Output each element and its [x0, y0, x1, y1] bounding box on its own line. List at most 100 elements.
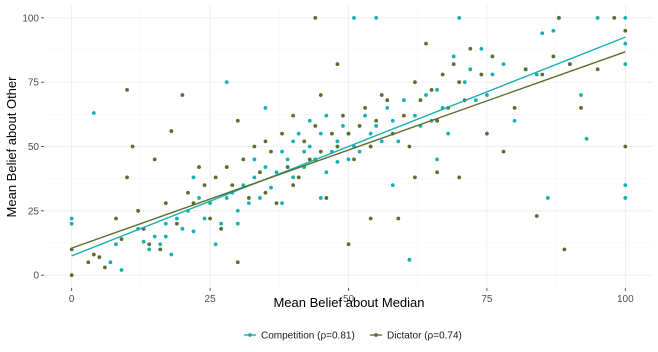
data-point-series-1 — [219, 221, 224, 226]
data-point-series-2 — [457, 80, 462, 85]
data-point-series-1 — [91, 111, 96, 115]
data-point-series-1 — [246, 201, 251, 206]
data-point-series-1 — [379, 139, 384, 144]
y-axis-title: Mean Belief about Other — [4, 76, 19, 218]
data-point-series-1 — [341, 124, 345, 128]
data-point-series-2 — [556, 15, 561, 20]
data-point-series-1 — [462, 80, 467, 85]
data-point-series-1 — [473, 98, 478, 103]
data-point-series-2 — [368, 144, 373, 149]
data-point-series-1 — [108, 260, 113, 265]
data-point-series-1 — [241, 183, 246, 187]
data-point-series-1 — [69, 216, 74, 221]
data-point-series-2 — [385, 98, 390, 103]
data-point-series-1 — [352, 15, 356, 20]
data-point-series-2 — [457, 175, 462, 180]
data-point-series-1 — [69, 221, 74, 226]
data-point-series-2 — [623, 28, 628, 33]
data-point-series-2 — [512, 106, 517, 110]
data-point-series-1 — [623, 183, 628, 187]
data-point-series-2 — [551, 54, 556, 59]
data-point-series-1 — [174, 216, 179, 221]
data-point-series-2 — [540, 72, 545, 77]
y-tick-label: 50 — [28, 142, 40, 153]
data-point-series-1 — [579, 93, 583, 97]
data-point-series-1 — [368, 131, 373, 136]
data-point-series-1 — [141, 239, 146, 244]
data-point-series-2 — [562, 247, 567, 252]
legend-item-2: Dictator (ρ=0.74) — [370, 331, 462, 342]
data-point-series-2 — [291, 113, 296, 118]
data-point-series-2 — [213, 175, 218, 180]
data-point-series-1 — [534, 72, 539, 77]
data-point-series-1 — [307, 144, 312, 149]
data-point-series-2 — [307, 157, 312, 162]
data-point-series-2 — [169, 129, 174, 133]
data-point-series-2 — [335, 144, 340, 149]
data-point-series-1 — [197, 196, 201, 200]
legend-item-1: Competition (ρ=0.81) — [244, 331, 355, 342]
data-point-series-2 — [379, 93, 384, 97]
data-point-series-2 — [136, 208, 141, 213]
data-point-series-1 — [263, 165, 268, 169]
data-point-series-1 — [269, 185, 273, 190]
data-point-series-1 — [324, 113, 329, 118]
data-point-series-1 — [152, 234, 157, 239]
data-point-series-1 — [307, 118, 312, 123]
x-tick-label: 50 — [343, 294, 355, 305]
data-point-series-2 — [318, 93, 323, 97]
data-point-series-1 — [280, 149, 284, 154]
data-point-series-2 — [396, 216, 401, 221]
data-point-series-1 — [318, 131, 323, 136]
data-point-series-1 — [263, 106, 268, 110]
data-point-series-2 — [623, 144, 628, 149]
data-point-series-1 — [114, 242, 118, 247]
legend: Competition (ρ=0.81) Dictator (ρ=0.74) — [244, 331, 462, 342]
data-point-series-2 — [418, 98, 423, 103]
data-point-series-2 — [258, 170, 262, 175]
legend-label: Dictator (ρ=0.74) — [387, 331, 462, 342]
data-point-series-2 — [407, 144, 412, 149]
data-point-series-2 — [352, 157, 356, 162]
data-point-series-2 — [285, 165, 290, 169]
data-point-series-1 — [335, 160, 340, 164]
data-point-series-1 — [119, 268, 124, 272]
data-point-series-2 — [186, 190, 190, 195]
data-point-series-2 — [86, 260, 91, 265]
data-point-series-1 — [468, 67, 473, 72]
data-point-series-2 — [490, 54, 495, 59]
data-point-series-2 — [313, 15, 318, 20]
data-point-series-2 — [401, 113, 406, 118]
data-point-series-2 — [91, 252, 96, 257]
data-point-series-2 — [114, 216, 118, 221]
data-point-series-2 — [158, 247, 163, 252]
data-point-series-1 — [252, 157, 257, 162]
data-point-series-2 — [346, 242, 351, 247]
fit-line-series-2 — [71, 51, 626, 249]
data-point-series-2 — [318, 149, 323, 154]
data-point-series-2 — [579, 106, 583, 110]
data-point-series-1 — [258, 196, 262, 200]
data-point-series-1 — [252, 175, 257, 180]
data-point-series-1 — [595, 15, 600, 20]
data-point-series-1 — [446, 131, 451, 136]
data-point-series-2 — [202, 183, 207, 187]
data-point-series-2 — [595, 67, 600, 72]
data-point-series-1 — [291, 139, 296, 144]
data-point-series-1 — [401, 98, 406, 103]
data-point-series-2 — [263, 139, 268, 144]
data-point-series-1 — [224, 80, 229, 85]
data-point-series-2 — [368, 216, 373, 221]
data-point-series-1 — [390, 118, 395, 123]
data-point-series-2 — [174, 221, 179, 226]
data-point-series-2 — [97, 255, 102, 260]
y-tick-label: 100 — [22, 13, 39, 24]
x-tick-label: 100 — [617, 294, 634, 305]
fit-lines — [71, 36, 626, 257]
y-tick-label: 0 — [33, 271, 39, 282]
data-point-series-1 — [545, 196, 550, 200]
data-point-series-2 — [152, 157, 157, 162]
data-point-series-1 — [623, 41, 628, 46]
data-point-series-2 — [125, 88, 129, 92]
data-point-series-1 — [357, 149, 362, 154]
